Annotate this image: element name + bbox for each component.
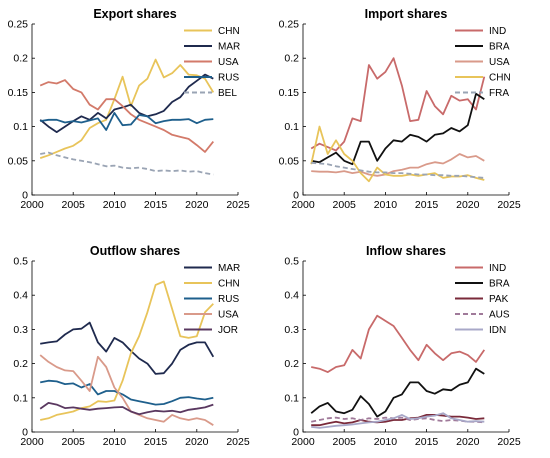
- series-line-chn: [40, 280, 214, 421]
- x-tick-label: 2020: [185, 436, 209, 448]
- y-tick-label: 0: [22, 190, 28, 202]
- y-tick-label: 0.05: [8, 155, 29, 167]
- y-tick-label: 0.2: [13, 53, 28, 65]
- y-tick-label: 0: [22, 427, 28, 439]
- y-tick-label: 0.4: [284, 290, 299, 302]
- x-tick-label: 2015: [144, 436, 168, 448]
- chart-title: Outflow shares: [90, 244, 180, 258]
- axis-lines: [302, 261, 509, 433]
- x-tick-label: 2005: [62, 199, 86, 211]
- legend-label: IND: [489, 26, 506, 37]
- legend-label: CHN: [218, 279, 240, 290]
- series-line-ind: [310, 57, 486, 152]
- y-tick-label: 0.5: [284, 256, 299, 268]
- y-tick-label: 0: [293, 190, 299, 202]
- legend-label: USA: [489, 57, 510, 68]
- series-line-aus: [311, 416, 485, 424]
- series-line-idn: [311, 412, 485, 429]
- x-tick-label: 2015: [144, 199, 168, 211]
- legend-label: MAR: [218, 263, 240, 274]
- series-line-jor: [39, 401, 214, 416]
- x-tick-label: 2000: [291, 199, 315, 211]
- x-tick-label: 2010: [374, 199, 398, 211]
- x-tick-label: 2000: [291, 436, 315, 448]
- x-tick-label: 2025: [497, 199, 521, 211]
- x-tick-label: 2010: [103, 436, 127, 448]
- legend-label: IDN: [489, 325, 506, 336]
- series-line-ind: [311, 314, 486, 374]
- x-tick-label: 2020: [456, 436, 480, 448]
- x-tick-label: 2025: [497, 436, 521, 448]
- chart-title: Inflow shares: [366, 244, 446, 258]
- y-tick-label: 0.2: [284, 53, 299, 65]
- series-line-usa: [311, 153, 485, 177]
- series-line-bra: [311, 92, 485, 166]
- y-tick-label: 0.15: [8, 87, 29, 99]
- x-tick-label: 2000: [20, 199, 44, 211]
- y-tick-label: 0.2: [13, 358, 28, 370]
- legend-label: CHN: [218, 26, 240, 37]
- y-tick-label: 0.2: [284, 358, 299, 370]
- y-tick-label: 0.3: [13, 324, 28, 336]
- chart-panel: Outflow shares 0 0.1 0.2 0.3 0.4 0.5 2000 2005 20…: [13, 244, 249, 448]
- y-tick-label: 0.5: [13, 256, 28, 268]
- y-tick-label: 0.25: [8, 19, 29, 31]
- x-tick-label: 2010: [103, 199, 127, 211]
- legend-label: MAR: [218, 42, 240, 53]
- series-line-fra: [311, 162, 485, 179]
- legend-label: USA: [218, 310, 239, 321]
- chart-title: Import shares: [365, 7, 448, 21]
- series-line-chn: [39, 58, 215, 159]
- legend-label: AUS: [489, 310, 510, 321]
- x-tick-label: 2010: [374, 436, 398, 448]
- y-tick-label: 0.1: [13, 121, 28, 133]
- series-line-bra: [310, 367, 485, 418]
- y-tick-label: 0.3: [284, 324, 299, 336]
- x-tick-label: 2015: [415, 436, 439, 448]
- x-tick-label: 2005: [333, 436, 357, 448]
- legend-label: PAK: [489, 294, 509, 305]
- x-tick-label: 2015: [415, 199, 439, 211]
- y-tick-label: 0.25: [279, 19, 300, 31]
- legend-label: CHN: [489, 73, 511, 84]
- x-tick-label: 2005: [333, 199, 357, 211]
- chart-title: Export shares: [93, 7, 176, 21]
- series-line-mar: [40, 321, 215, 375]
- legend-label: BRA: [489, 42, 510, 53]
- chart-panel: Export shares 0 0.05 0.1 0.15 0.2 0.25 2000 2005…: [8, 7, 250, 211]
- y-tick-label: 0.1: [284, 392, 299, 404]
- legend-label: IND: [489, 263, 506, 274]
- legend-label: JOR: [218, 325, 238, 336]
- series-line-bel: [40, 151, 214, 176]
- legend-label: RUS: [218, 73, 239, 84]
- series-line-pak: [311, 413, 485, 427]
- series-line-usa: [39, 79, 215, 153]
- y-tick-label: 0.4: [13, 290, 28, 302]
- legend-label: FRA: [489, 88, 509, 99]
- chart-panel: Inflow shares 0 0.1 0.2 0.3 0.4 0.5 2000 2005 201…: [284, 244, 520, 448]
- y-tick-label: 0: [293, 427, 299, 439]
- legend-label: RUS: [218, 294, 239, 305]
- legend-label: USA: [218, 57, 239, 68]
- x-tick-label: 2025: [226, 436, 250, 448]
- y-tick-label: 0.1: [284, 121, 299, 133]
- legend-label: BRA: [489, 279, 510, 290]
- y-tick-label: 0.1: [13, 392, 28, 404]
- x-tick-label: 2020: [456, 199, 480, 211]
- series-line-rus: [40, 379, 214, 406]
- x-tick-label: 2025: [226, 199, 250, 211]
- x-tick-label: 2020: [185, 199, 209, 211]
- y-tick-label: 0.05: [279, 155, 300, 167]
- x-tick-label: 2000: [20, 436, 44, 448]
- series-line-rus: [40, 112, 214, 131]
- series-line-mar: [39, 73, 214, 134]
- x-tick-label: 2005: [62, 436, 86, 448]
- series-line-usa: [39, 354, 214, 426]
- chart-panel: Import shares 0 0.05 0.1 0.15 0.2 0.25 2000 2005…: [279, 7, 521, 211]
- legend-label: BEL: [218, 88, 237, 99]
- y-tick-label: 0.15: [279, 87, 300, 99]
